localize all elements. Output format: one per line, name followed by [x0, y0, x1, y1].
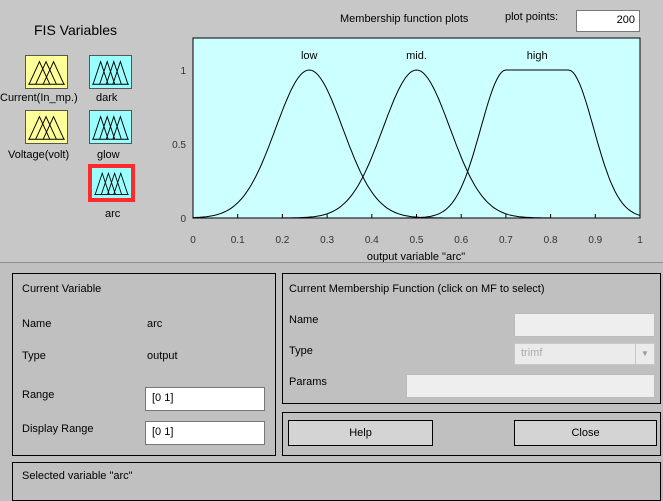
x-tick-label: 0.8 [544, 235, 558, 246]
mf-label: high [527, 50, 548, 62]
x-tick-label: 0.4 [365, 235, 379, 246]
plot-area [192, 37, 641, 219]
range-label: Range [22, 389, 55, 401]
params-label: Params [289, 376, 327, 388]
input-variable-current-label: Current(In_mp.) [0, 92, 78, 104]
variable-type-label: Type [22, 350, 46, 362]
output-variable-glow-box[interactable] [89, 110, 132, 144]
input-variable-voltage-label: Voltage(volt) [8, 149, 70, 161]
mf-type-select[interactable]: trimf ▼ [514, 343, 655, 365]
mf-type-label: Type [289, 345, 313, 357]
input-variable-voltage-box[interactable] [25, 110, 68, 144]
x-tick-label: 1 [637, 235, 643, 246]
x-tick-label: 0 [190, 235, 196, 246]
mf-label: mid. [406, 50, 427, 62]
plot-points-input[interactable]: 200 [576, 10, 640, 32]
output-variable-arc-box[interactable] [88, 164, 135, 202]
x-tick-label: 0.7 [499, 235, 513, 246]
output-variable-dark-box[interactable] [89, 55, 132, 89]
x-tick-label: 0.6 [454, 235, 468, 246]
x-tick-label: 0.5 [410, 235, 424, 246]
variable-name-value: arc [147, 318, 163, 330]
x-axis-ticks: 0 0.1 0.2 0.3 0.4 0.5 0.6 0.7 0.8 0.9 1 [190, 214, 643, 246]
output-variable-arc-label: arc [105, 208, 121, 220]
membership-function-plot[interactable]: 00.51 0 0.1 0.2 0.3 0.4 0.5 0.6 0.7 0.8 0.9 1 low m… [0, 0, 663, 262]
x-tick-label: 0.9 [588, 235, 602, 246]
mf-thumbnail-icon [28, 60, 65, 85]
y-tick-label: 0 [180, 214, 186, 225]
mf-thumbnail-icon [94, 171, 129, 195]
y-axis-ticks: 00.51 [172, 66, 186, 225]
mf-thumbnail-icon [28, 115, 65, 140]
mf-curves[interactable] [192, 69, 641, 219]
y-tick-label: 0.5 [172, 140, 186, 151]
current-variable-title: Current Variable [22, 283, 102, 295]
y-tick-label: 1 [180, 66, 186, 77]
input-variable-current-box[interactable] [25, 55, 68, 89]
display-range-label: Display Range [22, 423, 94, 435]
mf-name-label: Name [289, 314, 319, 326]
params-input[interactable] [406, 374, 655, 398]
mf-name-input[interactable] [514, 313, 655, 337]
mf-type-value: trimf [521, 347, 543, 359]
status-message: Selected variable "arc" [22, 470, 133, 482]
x-tick-label: 0.2 [275, 235, 289, 246]
mf-label: low [301, 50, 318, 62]
x-axis-label: output variable "arc" [367, 251, 465, 262]
display-range-input[interactable]: [0 1] [145, 421, 265, 445]
x-tick-label: 0.1 [231, 235, 245, 246]
output-variable-glow-label: glow [97, 149, 120, 161]
variable-type-value: output [147, 350, 178, 362]
divider [0, 262, 663, 263]
range-input[interactable]: [0 1] [145, 387, 265, 411]
close-button[interactable]: Close [514, 420, 657, 446]
variable-name-label: Name [22, 318, 52, 330]
plot-points-label: plot points: [505, 11, 559, 23]
mf-curve-high[interactable] [193, 69, 641, 219]
help-button[interactable]: Help [288, 420, 433, 446]
mf-thumbnail-icon [92, 60, 129, 85]
fis-variables-title: FIS Variables [34, 22, 117, 38]
mf-labels: low mid. high [301, 50, 548, 62]
output-variable-dark-label: dark [96, 92, 118, 104]
mf-thumbnail-icon [92, 115, 129, 140]
x-tick-label: 0.3 [320, 235, 334, 246]
current-mf-title: Current Membership Function (click on MF… [289, 283, 545, 295]
chevron-down-icon: ▼ [635, 344, 654, 364]
plot-title: Membership function plots [340, 13, 469, 25]
